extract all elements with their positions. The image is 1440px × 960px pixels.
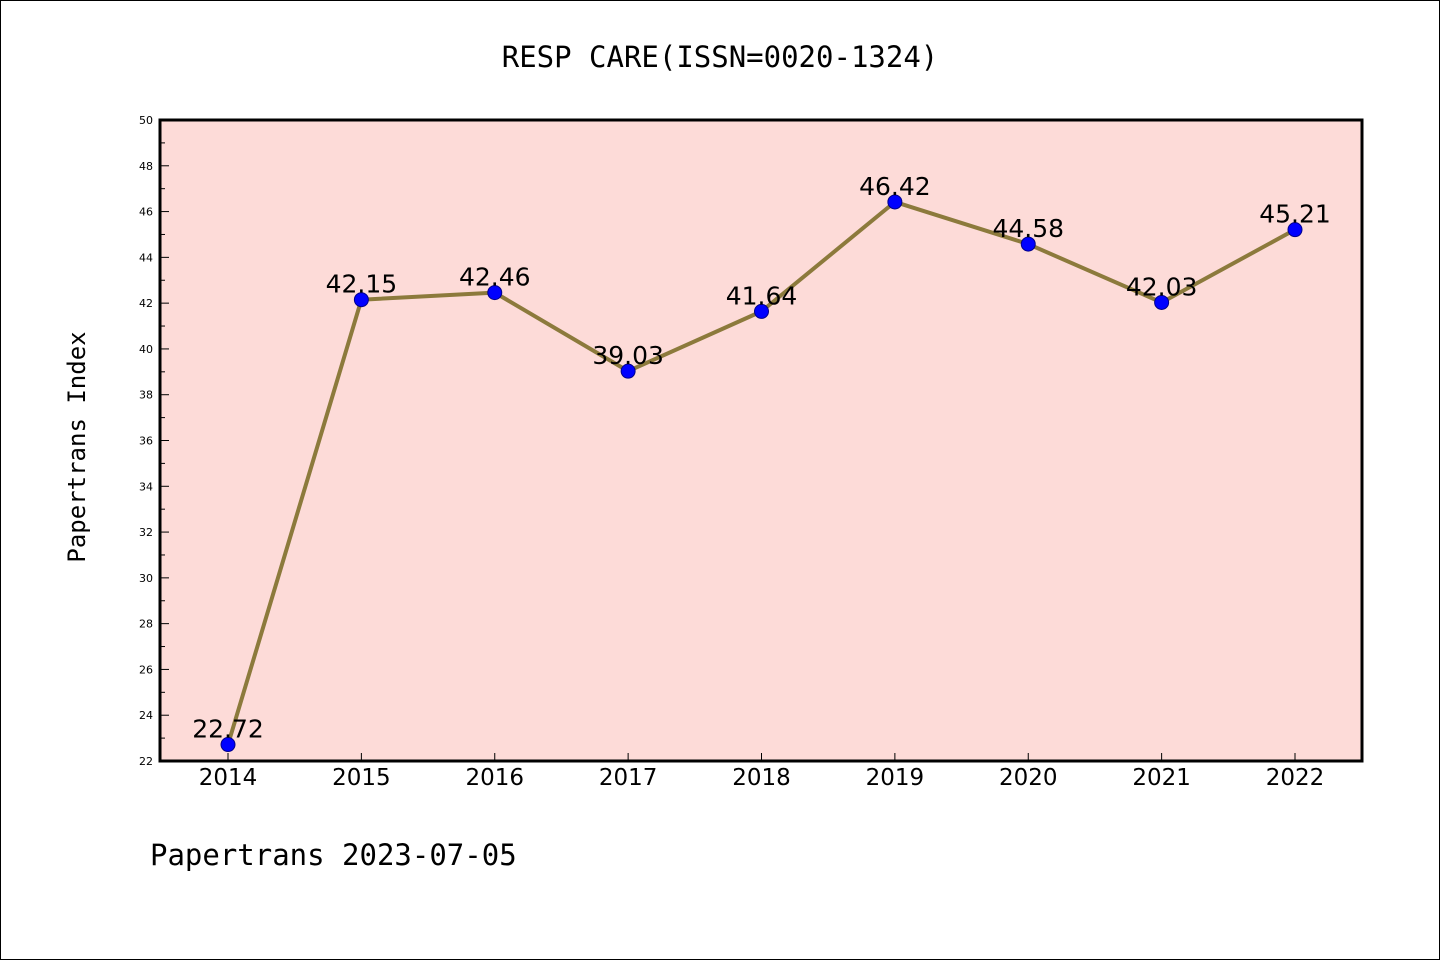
- x-tick-label: 2014: [199, 765, 258, 791]
- data-point: [1154, 294, 1170, 310]
- data-point: [220, 737, 236, 753]
- data-point: [1287, 222, 1303, 238]
- data-label: 42.15: [326, 270, 398, 299]
- y-tick-label: 42: [139, 297, 153, 310]
- series-layer: 22.72 42.15 42.46 39.03 41.64 46.42 44.58 42.03…: [192, 172, 1331, 753]
- data-label: 46.42: [859, 172, 931, 201]
- footer-date-label: Papertrans 2023-07-05: [150, 838, 517, 872]
- x-tick-label: 2020: [999, 765, 1058, 791]
- data-label: 41.64: [726, 281, 798, 310]
- data-label: 44.58: [992, 214, 1064, 243]
- data-label: 45.21: [1259, 200, 1331, 229]
- data-point: [487, 285, 503, 301]
- y-tick-label: 28: [139, 618, 153, 631]
- data-point: [1020, 236, 1036, 252]
- y-tick-label: 46: [139, 206, 153, 219]
- x-tick-label: 2021: [1132, 765, 1191, 791]
- y-tick-label: 48: [139, 160, 153, 173]
- y-tick-label: 24: [139, 709, 153, 722]
- y-axis-label: Papertrans Index: [63, 331, 91, 562]
- y-tick-label: 34: [139, 480, 153, 493]
- data-label: 39.03: [592, 341, 664, 370]
- y-tick-label: 26: [139, 663, 153, 676]
- x-tick-label: 2015: [332, 765, 391, 791]
- data-label: 42.46: [459, 263, 531, 292]
- plot-area: [158, 118, 1364, 763]
- y-tick-label: 22: [139, 755, 153, 768]
- y-axis: 22 24 26 28 30 32 34 36 38 40 42 44 46 48 50: [139, 114, 169, 768]
- chart-title: RESP CARE(ISSN=0020-1324): [502, 40, 939, 74]
- x-tick-label: 2019: [866, 765, 925, 791]
- data-point: [353, 292, 369, 308]
- data-point: [754, 303, 769, 319]
- y-tick-label: 36: [139, 435, 153, 448]
- y-tick-label: 50: [139, 114, 153, 127]
- y-tick-label: 38: [139, 389, 153, 402]
- y-tick-label: 44: [139, 251, 153, 264]
- x-tick-label: 2022: [1266, 765, 1325, 791]
- x-axis: 2014 2015 2016 2017 2018 2019 2020 2021 2022: [199, 753, 1325, 791]
- data-label: 22.72: [192, 715, 264, 744]
- y-tick-label: 40: [139, 343, 153, 356]
- y-tick-label: 30: [139, 572, 153, 585]
- y-tick-label: 32: [139, 526, 153, 539]
- x-tick-label: 2016: [465, 765, 524, 791]
- data-point: [620, 363, 636, 379]
- x-tick-label: 2017: [599, 765, 658, 791]
- data-point: [887, 194, 903, 210]
- x-tick-label: 2018: [732, 765, 791, 791]
- data-label: 42.03: [1126, 272, 1198, 301]
